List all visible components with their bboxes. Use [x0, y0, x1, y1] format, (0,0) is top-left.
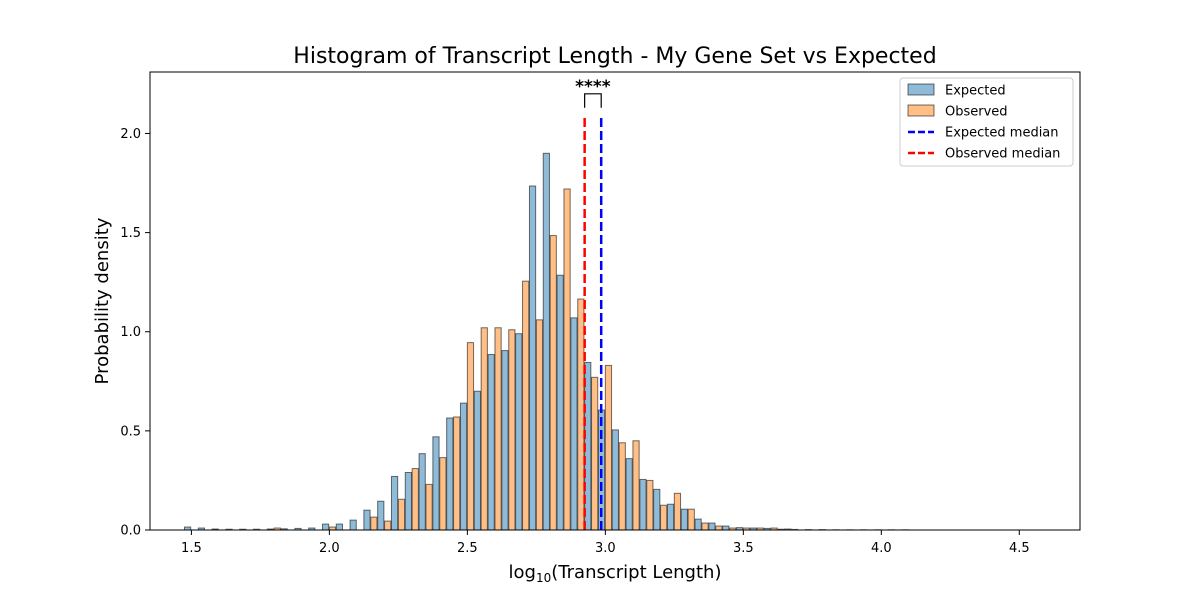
bar-expected-13: [363, 509, 371, 531]
bar-observed-13: [370, 516, 378, 531]
bar-expected-12: [349, 519, 357, 531]
x-tick-label: 2.5: [457, 541, 478, 556]
bar-expected-33: [639, 478, 647, 531]
bar-observed-27: [563, 188, 571, 531]
y-axis-label: Probability density: [92, 217, 113, 384]
bar-observed-24: [522, 280, 530, 531]
median-lines: [583, 115, 603, 530]
bar-observed-23: [508, 329, 516, 531]
x-axis-label-rest: (Transcript Length): [551, 562, 721, 583]
bar-observed-34: [660, 504, 668, 531]
bar-expected-11: [335, 523, 343, 531]
bar-expected-37: [694, 518, 702, 531]
bar-observed-15: [397, 498, 406, 531]
bar-expected-22: [487, 354, 495, 531]
bar-expected-32: [625, 458, 633, 531]
significance-bracket: [584, 93, 602, 108]
legend-label: Expected median: [945, 126, 1059, 141]
bar-expected-36: [680, 508, 688, 531]
legend: Expected Observed Expected median Observed …: [899, 77, 1074, 167]
legend-swatch: [907, 83, 935, 96]
x-axis-label: log10(Transcript Length): [509, 562, 722, 585]
bar-observed-31: [618, 442, 626, 531]
bar-expected-39: [722, 525, 730, 531]
y-tick-label: 0.0: [120, 524, 141, 539]
bar-expected-27: [556, 274, 564, 531]
bar-observed-19: [453, 416, 461, 531]
significance-annotation: ****: [575, 77, 611, 108]
x-tick-label: 4.5: [1009, 541, 1030, 556]
legend-label: Expected: [945, 84, 1006, 99]
bar-observed-32: [632, 440, 640, 531]
bar-expected-28: [570, 317, 578, 531]
bar-expected-14: [377, 500, 385, 531]
y-axis-ticks: 0.0 0.5 1.0 1.5 2.0: [120, 127, 150, 539]
bar-observed-26: [549, 235, 557, 531]
bar-expected-21: [473, 390, 481, 531]
x-tick-label: 1.5: [181, 541, 202, 556]
x-tick-label: 4.0: [871, 541, 892, 556]
y-tick-label: 1.0: [120, 325, 141, 340]
bar-expected-20: [459, 402, 468, 531]
legend-label: Observed: [945, 105, 1008, 120]
bars-layer: [184, 152, 909, 531]
plot-frame: [149, 71, 1081, 531]
bar-observed-22: [494, 327, 502, 531]
x-axis-label-subscript: 10: [536, 571, 551, 585]
bar-observed-35: [673, 492, 682, 531]
legend-swatch: [907, 104, 935, 117]
bar-expected-35: [666, 503, 675, 531]
x-tick-label: 3.5: [733, 541, 754, 556]
bar-expected-34: [653, 488, 661, 531]
y-tick-label: 1.5: [120, 226, 141, 241]
bar-observed-18: [439, 457, 447, 531]
bar-observed-21: [480, 327, 488, 531]
bar-expected-38: [708, 522, 716, 531]
y-tick-label: 2.0: [120, 127, 141, 142]
x-axis-ticks: 1.5 2.0 2.5 3.0 3.5 4.0 4.5: [181, 530, 1030, 556]
bar-expected-19: [446, 417, 454, 531]
legend-box: [899, 77, 1074, 167]
bar-expected-16: [404, 472, 412, 531]
bar-expected-25: [528, 185, 537, 531]
bar-observed-36: [687, 508, 695, 531]
bar-observed-37: [701, 522, 709, 531]
bar-expected-17: [418, 453, 426, 531]
bar-observed-14: [384, 520, 392, 531]
significance-stars: ****: [575, 77, 611, 97]
x-tick-label: 3.0: [595, 541, 616, 556]
y-tick-label: 0.5: [120, 424, 141, 439]
x-axis-label-base: log: [509, 562, 536, 583]
bar-expected-23: [501, 350, 509, 531]
bar-expected-15: [390, 475, 399, 531]
bar-expected-26: [542, 152, 550, 531]
legend-label: Observed median: [945, 147, 1060, 162]
bar-observed-29: [591, 376, 599, 531]
bar-expected-24: [515, 333, 523, 531]
bar-observed-33: [646, 479, 654, 531]
bar-expected-18: [432, 436, 440, 531]
bar-observed-20: [466, 342, 475, 531]
x-tick-label: 2.0: [319, 541, 340, 556]
bar-expected-10: [321, 523, 330, 531]
bar-observed-16: [411, 468, 419, 531]
chart-title: Histogram of Transcript Length - My Gene…: [293, 44, 936, 69]
bar-observed-25: [535, 319, 544, 531]
bar-expected-31: [611, 429, 619, 531]
bar-observed-38: [715, 525, 723, 531]
bar-observed-28: [577, 298, 585, 531]
bar-observed-30: [604, 364, 613, 531]
bar-observed-17: [425, 483, 433, 531]
